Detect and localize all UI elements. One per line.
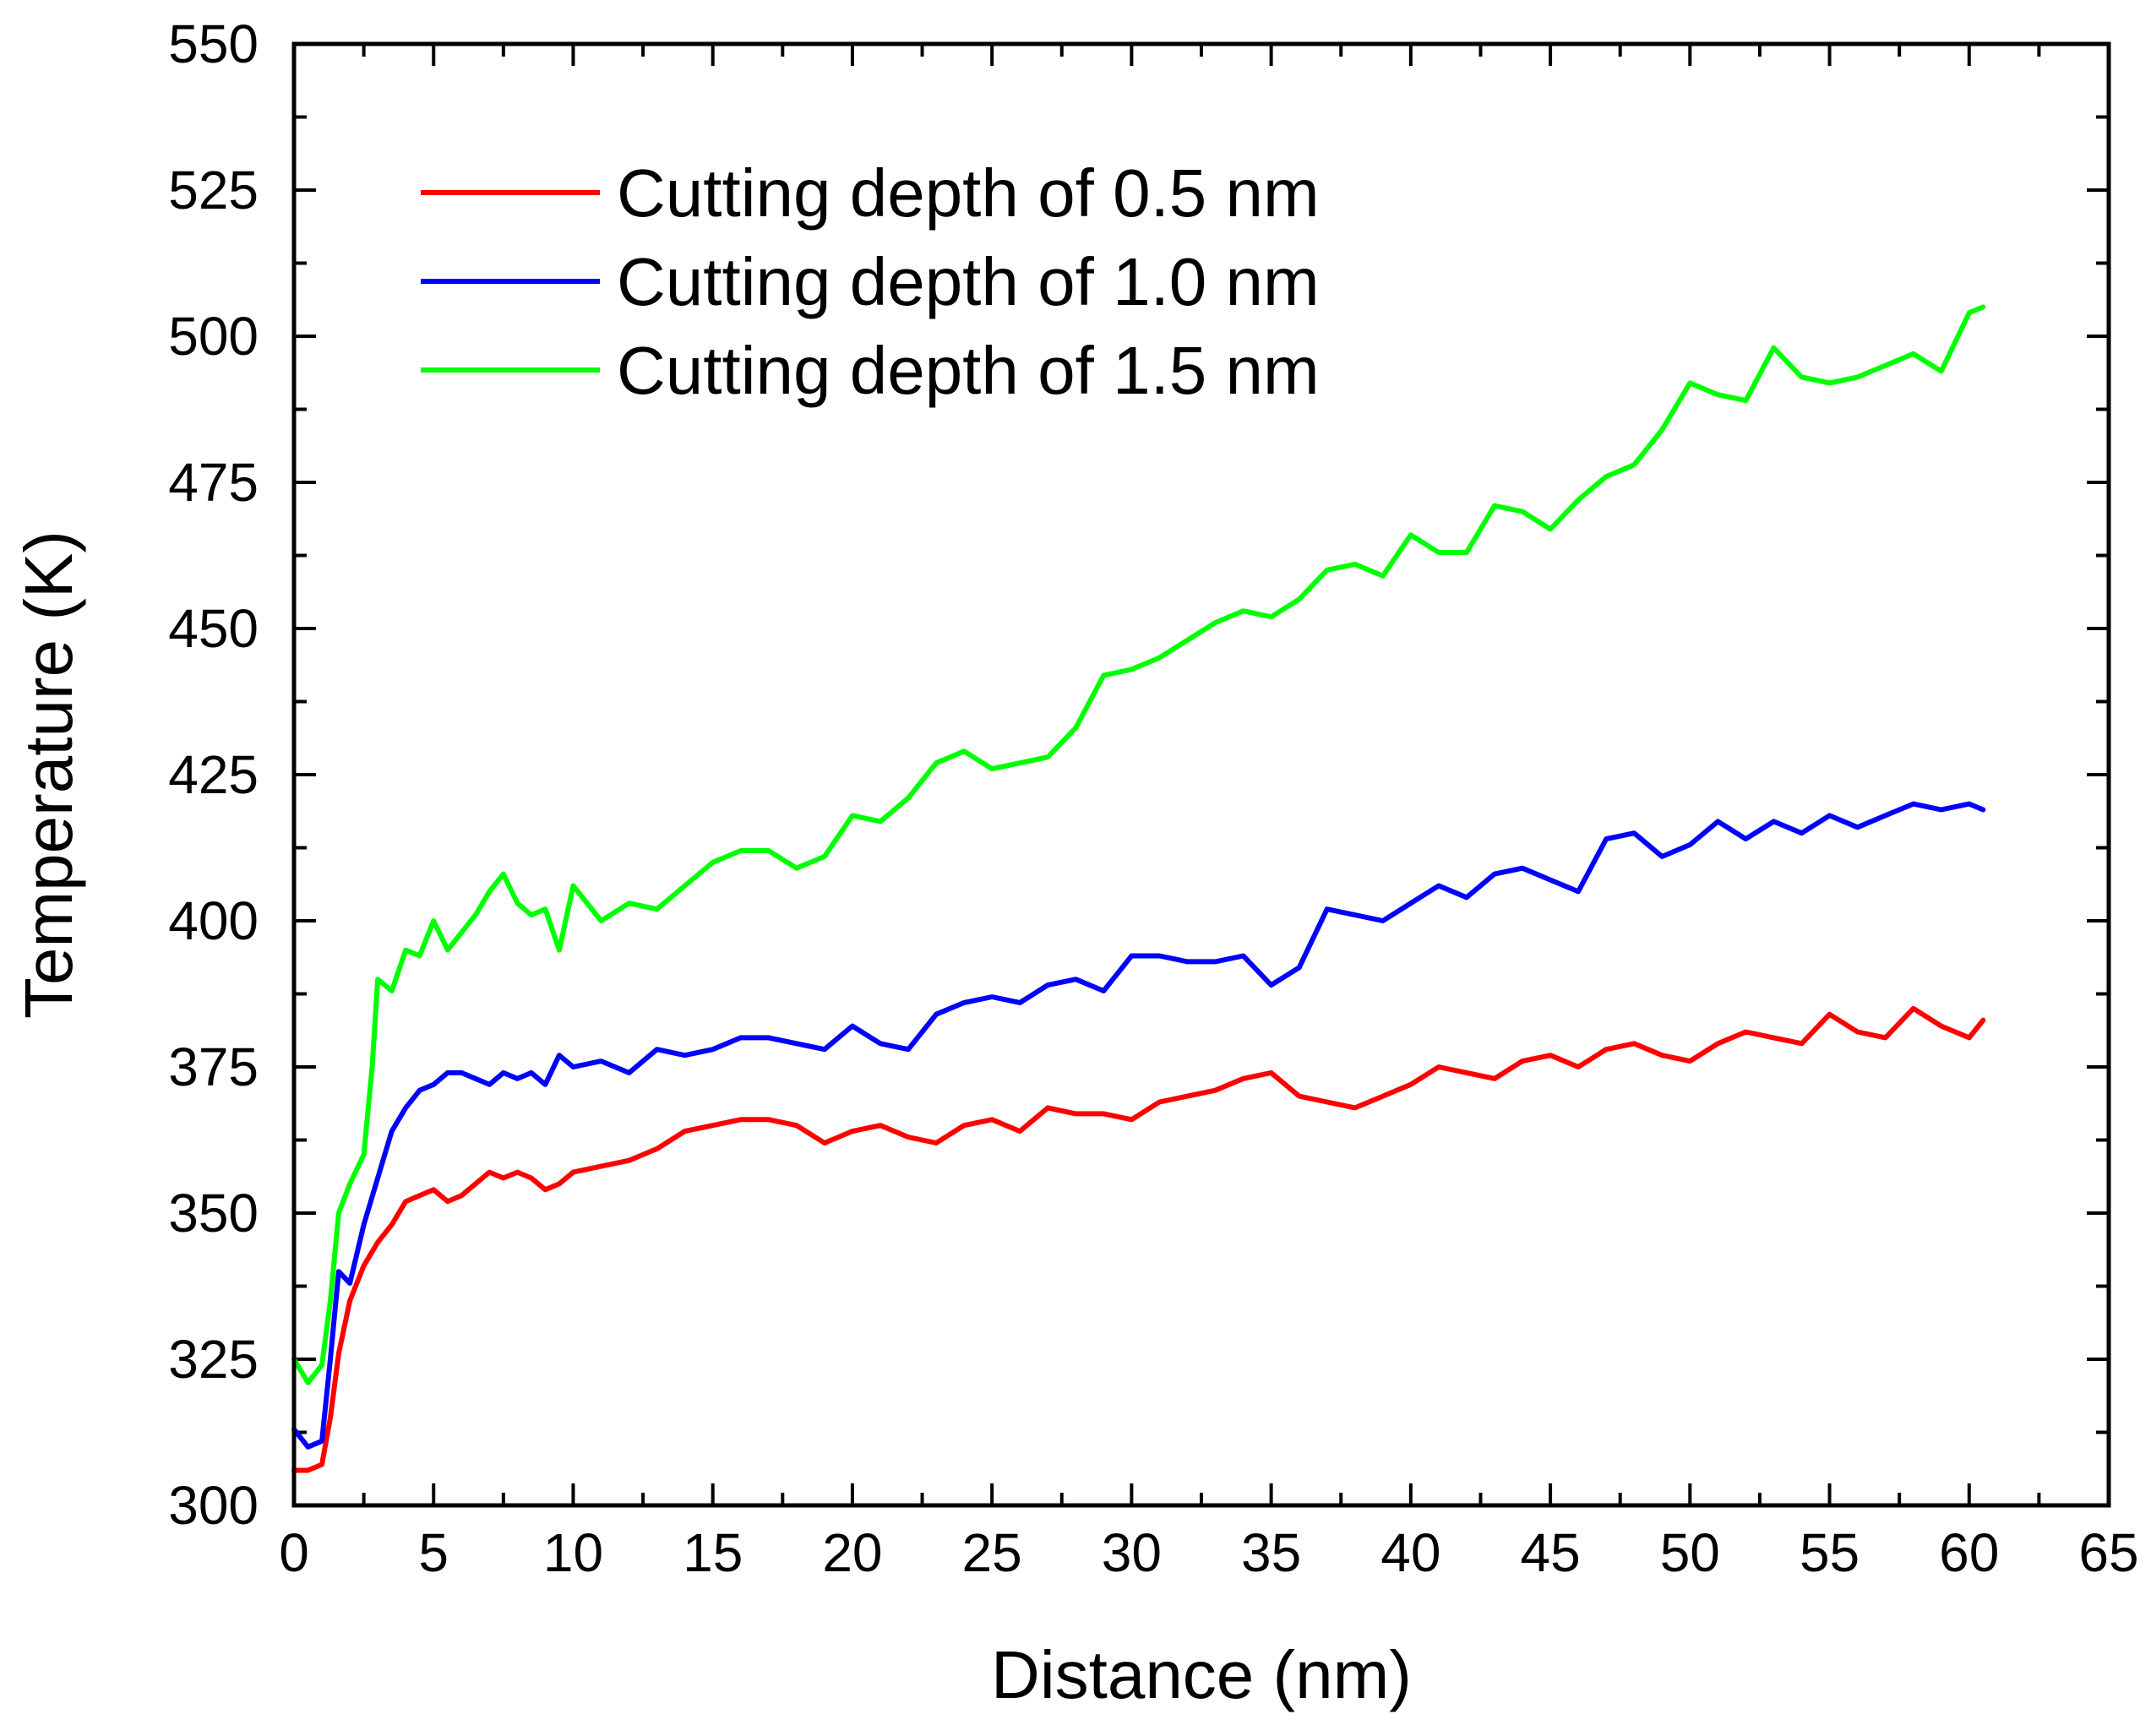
legend: Cutting depth of 0.5 nm Cutting depth of … <box>421 155 1320 408</box>
plot-frame <box>291 41 2111 1508</box>
y-tick-label: 550 <box>168 14 259 74</box>
y-tick-label: 400 <box>168 890 259 951</box>
y-tick-label: 325 <box>168 1329 259 1390</box>
x-tick-label: 20 <box>822 1522 882 1583</box>
x-tick-label: 50 <box>1660 1522 1720 1583</box>
series-line-1 <box>291 1005 1986 1473</box>
x-tick-label: 25 <box>962 1522 1022 1583</box>
x-tick-label: 45 <box>1520 1522 1580 1583</box>
x-tick-label: 5 <box>418 1522 449 1583</box>
y-tick-label: 425 <box>168 744 259 805</box>
legend-label-2: Cutting depth of 1.0 nm <box>617 244 1320 319</box>
x-tick-label: 55 <box>1800 1522 1860 1583</box>
x-tick-label: 30 <box>1102 1522 1162 1583</box>
y-tick-label: 300 <box>168 1475 259 1536</box>
legend-label-1: Cutting depth of 0.5 nm <box>617 155 1320 231</box>
series-line-3 <box>291 304 1986 1385</box>
x-tick-label: 0 <box>279 1522 309 1583</box>
y-tick-label: 475 <box>168 452 259 513</box>
y-axis-title: Temperature (K) <box>11 531 86 1019</box>
y-tick-label: 350 <box>168 1183 259 1243</box>
axis-tick-labels: 0 5 10 15 20 25 30 35 40 45 50 55 60 65 300 325 350 375 40… <box>168 14 2138 1583</box>
x-tick-label: 35 <box>1241 1522 1301 1583</box>
x-axis-title: Distance (nm) <box>991 1637 1412 1712</box>
x-tick-label: 10 <box>543 1522 603 1583</box>
data-series <box>291 304 1986 1473</box>
series-line-2 <box>291 801 1986 1450</box>
y-tick-label: 375 <box>168 1037 259 1097</box>
x-tick-label: 40 <box>1380 1522 1440 1583</box>
y-tick-label: 525 <box>168 160 259 220</box>
legend-label-3: Cutting depth of 1.5 nm <box>617 333 1320 408</box>
x-tick-label: 15 <box>683 1522 743 1583</box>
x-tick-label: 65 <box>2078 1522 2138 1583</box>
x-tick-label: 60 <box>1939 1522 1999 1583</box>
y-tick-label: 500 <box>168 306 259 367</box>
y-tick-label: 450 <box>168 598 259 659</box>
